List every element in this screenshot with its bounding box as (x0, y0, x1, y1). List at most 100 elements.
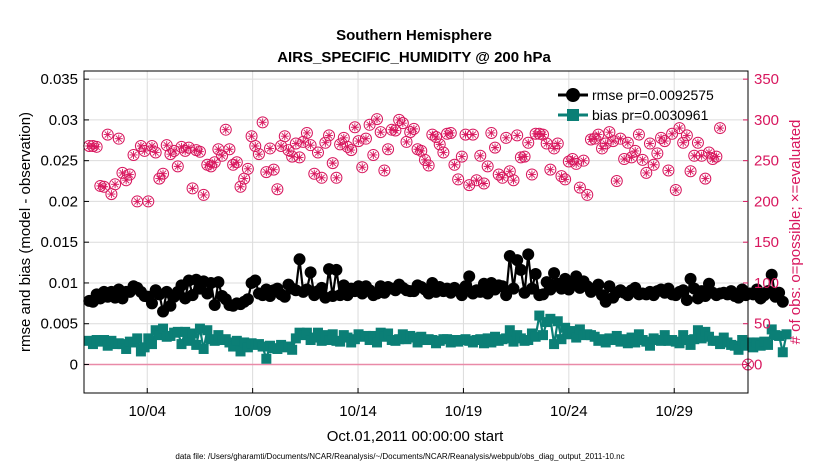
y2-tick-label: 350 (754, 71, 779, 88)
obs-marker (463, 179, 476, 192)
rmse-point (529, 267, 542, 280)
obs-marker (378, 164, 391, 177)
bias-point (327, 329, 338, 340)
bias-point (534, 310, 545, 321)
obs-marker (308, 167, 321, 180)
obs-marker (216, 149, 229, 162)
legend: rmse pr=0.0092575 bias pr=0.0030961 (558, 87, 714, 123)
obs-marker (345, 144, 358, 157)
y-tick-label: 0.03 (49, 112, 78, 129)
bias-point (674, 338, 685, 349)
obs-marker (145, 139, 158, 152)
bias-point (383, 328, 394, 339)
obs-marker (223, 143, 236, 156)
rmse-point (776, 295, 789, 308)
obs-marker (101, 128, 114, 141)
obs-marker (171, 160, 184, 173)
bias-point (180, 326, 191, 337)
bias-point (143, 333, 154, 344)
rmse-point (330, 263, 343, 276)
rmse-point (703, 277, 716, 290)
bias-point (261, 353, 272, 364)
bias-point (132, 333, 143, 344)
obs-marker (286, 150, 299, 163)
obs-marker (500, 131, 513, 144)
obs-marker (241, 162, 254, 175)
bias-point (316, 335, 327, 346)
obs-marker (315, 171, 328, 184)
bias-point (781, 329, 792, 340)
obs-marker (138, 144, 151, 157)
obs-marker (267, 163, 280, 176)
obs-marker (581, 188, 594, 201)
y2-tick-label: 250 (754, 153, 779, 170)
obs-marker (466, 128, 479, 141)
bias-point (372, 337, 383, 348)
rmse-point (522, 248, 535, 261)
obs-marker (142, 195, 155, 208)
obs-marker (123, 168, 136, 181)
obs-marker (260, 166, 273, 179)
rmse-point (684, 272, 697, 285)
obs-marker (389, 124, 402, 137)
bias-point (689, 334, 700, 345)
chart-title: Southern Hemisphere (336, 27, 492, 44)
legend-bias-label: bias pr=0.0030961 (592, 107, 709, 123)
obs-marker (477, 177, 490, 190)
obs-marker (249, 139, 262, 152)
legend-rmse-marker (566, 88, 580, 102)
y-tick-label: 0.01 (49, 275, 78, 292)
bias-point (209, 335, 220, 346)
obs-marker (621, 136, 634, 149)
bias-point (696, 333, 707, 344)
obs-marker (658, 135, 671, 148)
bias-series (84, 310, 792, 364)
obs-marker (278, 130, 291, 143)
obs-marker (673, 122, 686, 135)
rmse-point (293, 253, 306, 266)
obs-marker (540, 137, 553, 150)
rmse-point (212, 276, 225, 289)
rmse-point (459, 280, 472, 293)
rmse-point (315, 281, 328, 294)
bias-point (504, 325, 515, 336)
obs-marker (356, 161, 369, 174)
y-tick-label: 0.015 (40, 234, 78, 251)
obs-marker (666, 127, 679, 140)
obs-marker (208, 156, 221, 169)
y-tick-label: 0.02 (49, 193, 78, 210)
bias-point (287, 344, 298, 355)
rmse-point (677, 284, 690, 297)
obs-marker (219, 123, 232, 136)
bias-point (737, 335, 748, 346)
obs-marker (555, 170, 568, 183)
y2-tick-label: 300 (754, 112, 779, 129)
bias-point (538, 330, 549, 341)
obs-marker (131, 195, 144, 208)
obs-marker (496, 171, 509, 184)
obs-marker (699, 172, 712, 185)
obs-marker (149, 146, 162, 159)
y2-tick-label: 150 (754, 234, 779, 251)
obs-marker (252, 148, 265, 161)
x-tick-label: 10/09 (234, 403, 272, 420)
obs-marker (367, 148, 380, 161)
obs-marker (164, 148, 177, 161)
obs-marker (311, 146, 324, 159)
obs-marker (647, 158, 660, 171)
obs-marker (326, 157, 339, 170)
obs-marker (695, 149, 708, 162)
x-tick-label: 10/19 (445, 403, 483, 420)
obs-marker (714, 122, 727, 135)
obs-marker (607, 135, 620, 148)
bias-point (154, 330, 165, 341)
obs-marker (371, 113, 384, 126)
obs-marker (234, 180, 247, 193)
obs-marker (618, 153, 631, 166)
bias-point (508, 336, 519, 347)
obs-marker (614, 132, 627, 145)
bias-point (633, 329, 644, 340)
bias-point (659, 330, 670, 341)
bias-point (545, 313, 556, 324)
